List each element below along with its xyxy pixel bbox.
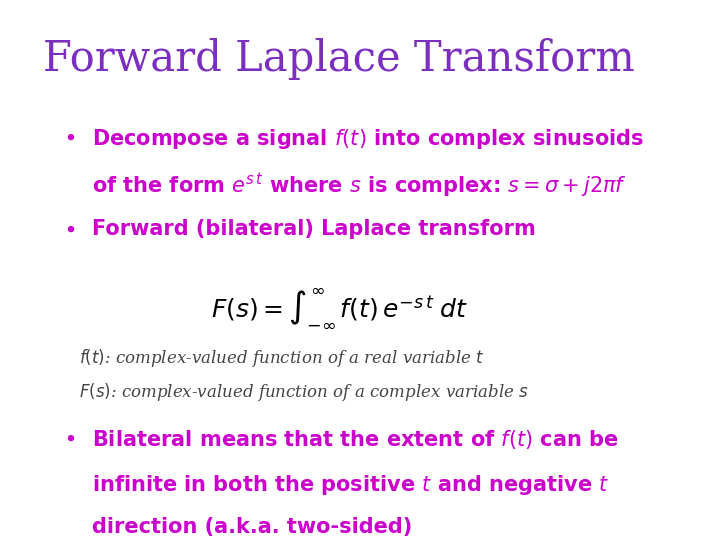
Text: Forward Laplace Transform: Forward Laplace Transform	[43, 38, 635, 80]
Text: $\bullet$: $\bullet$	[63, 219, 76, 239]
Text: $\bullet$: $\bullet$	[63, 428, 76, 448]
Text: $F(s)$: complex-valued function of a complex variable $s$: $F(s)$: complex-valued function of a com…	[79, 381, 529, 403]
Text: $F(s)=\int_{-\infty}^{\infty}\, f(t)\,e^{-s\,t}\; dt$: $F(s)=\int_{-\infty}^{\infty}\, f(t)\,e^…	[211, 287, 468, 330]
Text: Decompose a signal $\mathit{f(t)}$ into complex sinusoids: Decompose a signal $\mathit{f(t)}$ into …	[92, 127, 644, 151]
Text: $\bullet$: $\bullet$	[63, 127, 76, 147]
Text: direction (a.k.a. two-sided): direction (a.k.a. two-sided)	[92, 517, 413, 537]
Text: $f(t)$: complex-valued function of a real variable $t$: $f(t)$: complex-valued function of a rea…	[79, 347, 485, 369]
Text: Forward (bilateral) Laplace transform: Forward (bilateral) Laplace transform	[92, 219, 536, 239]
Text: infinite in both the positive $t$ and negative $t$: infinite in both the positive $t$ and ne…	[92, 472, 609, 496]
Text: Bilateral means that the extent of $\mathit{f(t)}$ can be: Bilateral means that the extent of $\mat…	[92, 428, 618, 451]
Text: of the form $e^{s\,t}$ where $s$ is complex: $s = \sigma + j2\pi f$: of the form $e^{s\,t}$ where $s$ is comp…	[92, 172, 627, 200]
